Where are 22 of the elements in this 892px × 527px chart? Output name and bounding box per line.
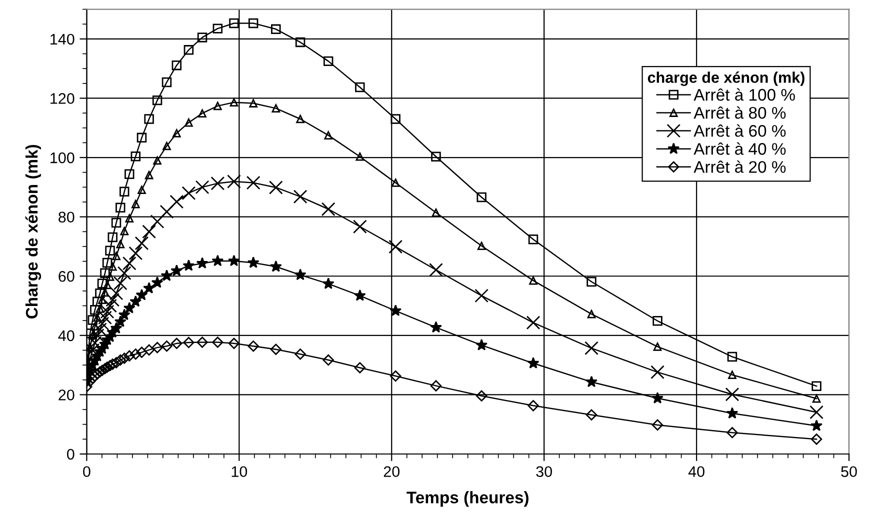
x-axis-title: Temps (heures): [406, 491, 528, 507]
legend-label: Arrêt à 60 %: [694, 124, 786, 137]
x-tick-label: 20: [384, 466, 400, 478]
legend-label: Arrêt à 100 %: [694, 88, 795, 101]
legend-label: Arrêt à 20 %: [694, 160, 786, 173]
y-tick-label: 40: [58, 330, 74, 342]
legend-label: Arrêt à 40 %: [694, 142, 786, 155]
y-tick-label: 0: [66, 448, 74, 460]
y-tick-label: 20: [58, 390, 74, 400]
y-axis-title: Charge de xénon (mk): [25, 144, 42, 318]
y-tick-label: 140: [50, 34, 74, 45]
legend-label: Arrêt à 80 %: [694, 106, 786, 119]
x-tick-label: 0: [83, 466, 90, 478]
legend-title: charge de xénon (mk): [648, 72, 804, 86]
x-tick-label: 30: [536, 466, 552, 478]
y-tick-label: 100: [50, 152, 74, 164]
x-tick-label: 10: [232, 466, 248, 478]
x-tick-label: 50: [841, 466, 857, 478]
y-tick-label: 60: [58, 270, 74, 282]
y-tick-label: 80: [58, 212, 74, 223]
y-tick-label: 120: [50, 93, 74, 104]
x-tick-label: 40: [688, 466, 704, 478]
